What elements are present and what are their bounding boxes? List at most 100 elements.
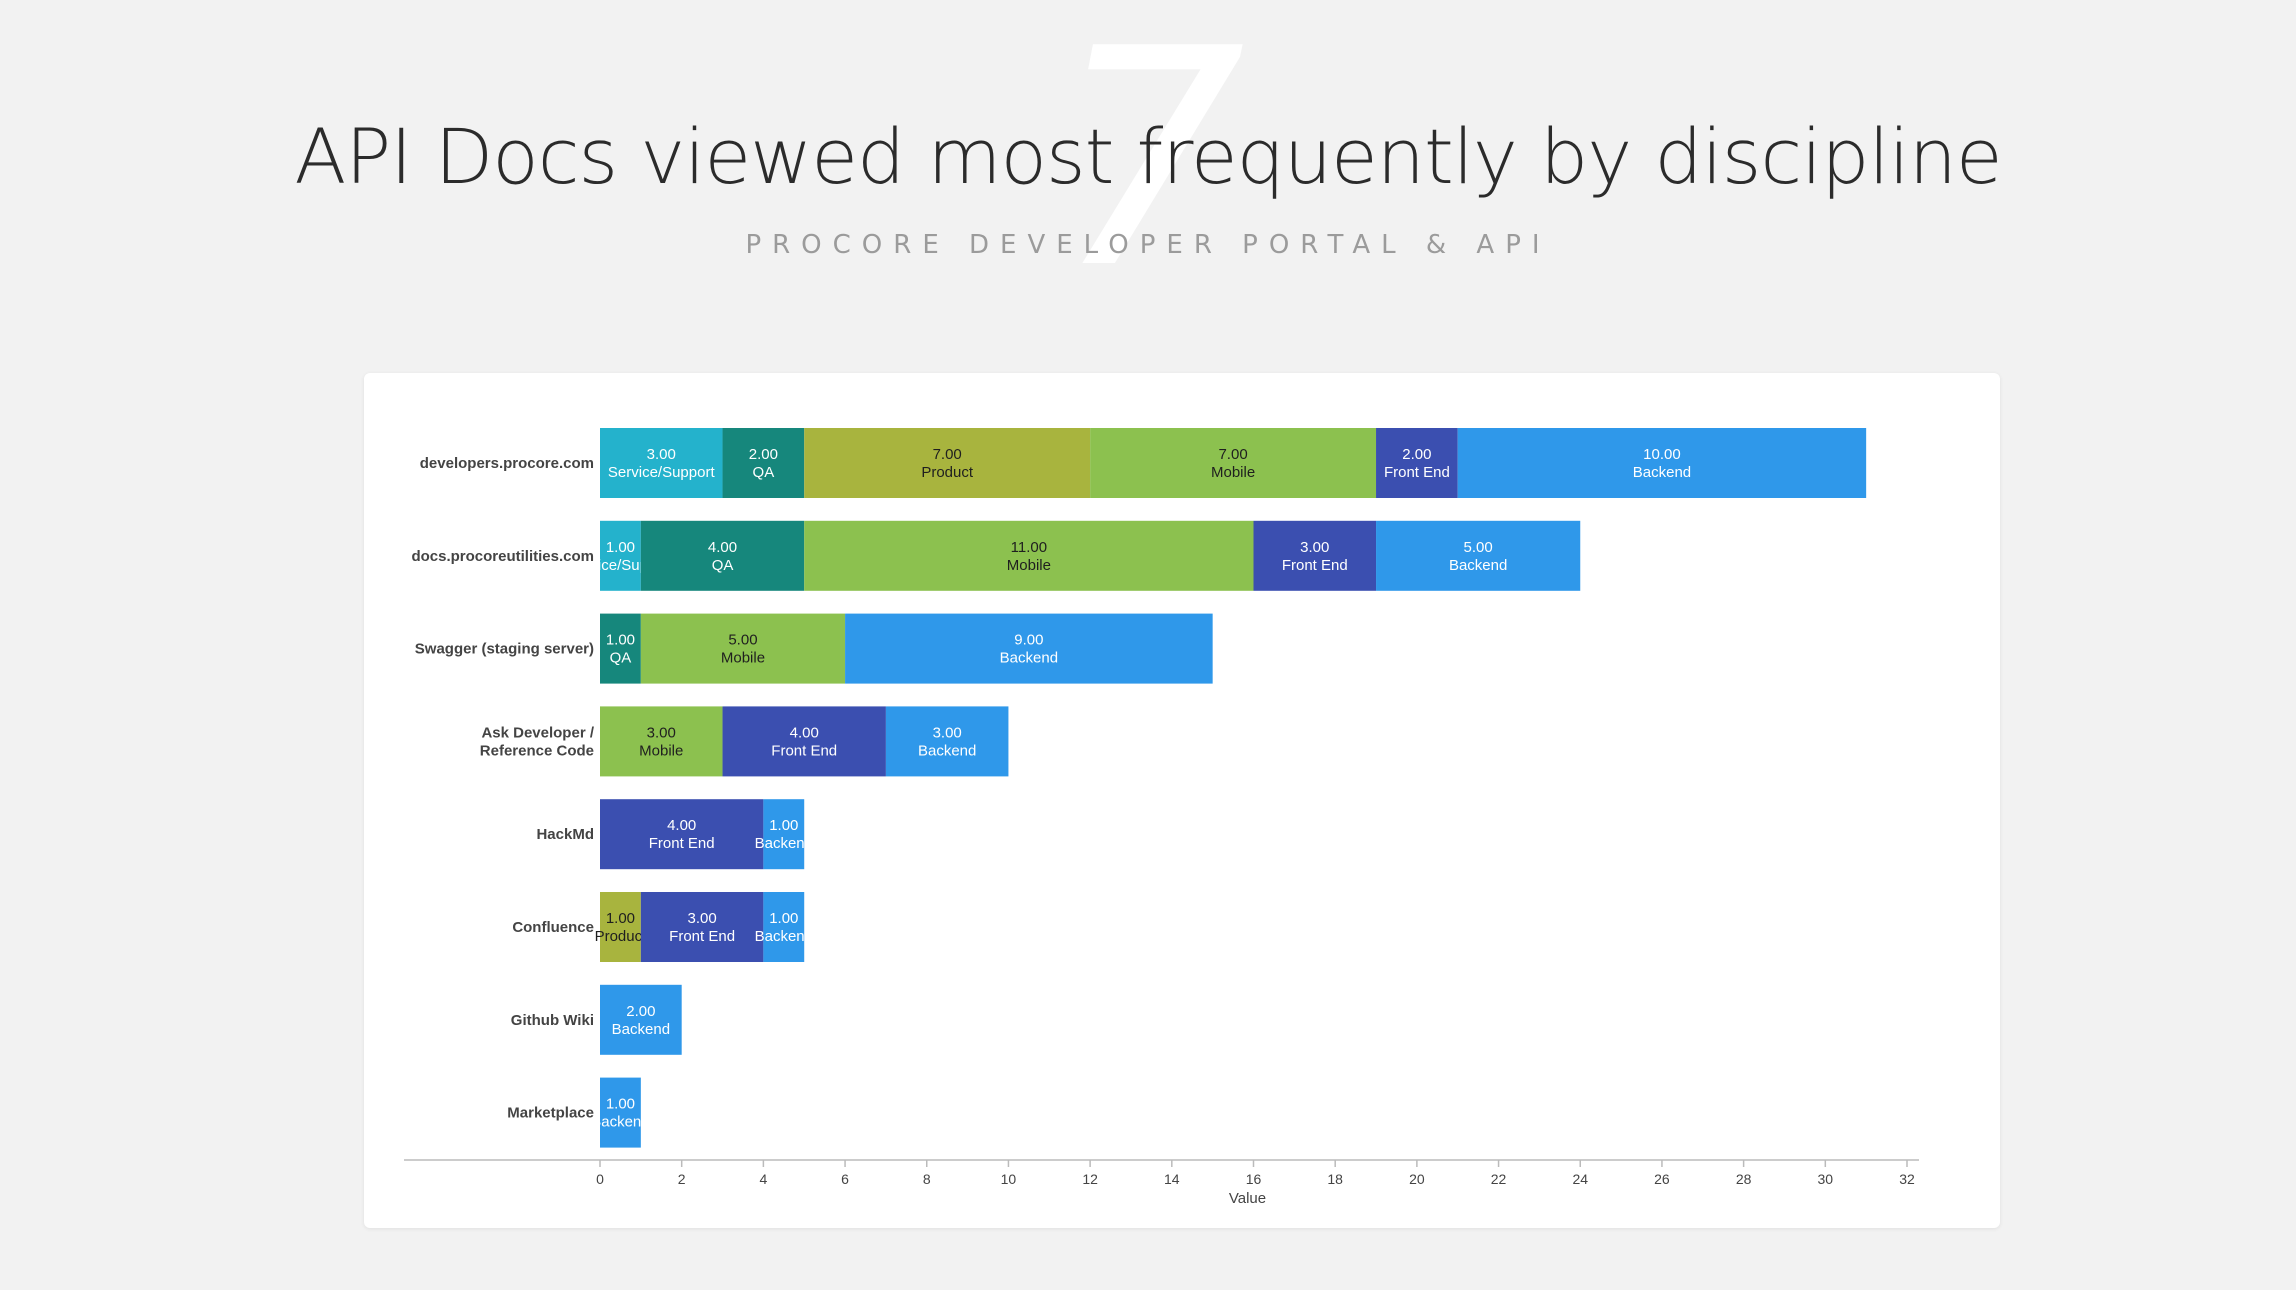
x-tick-label: 4 (759, 1171, 767, 1187)
data-label-series: Front End (1384, 464, 1450, 481)
bar-segment[interactable] (640, 520, 805, 591)
x-tick-label: 10 (1001, 1171, 1017, 1187)
bar-segment[interactable] (600, 1077, 641, 1148)
bar-segment[interactable] (885, 706, 1009, 777)
page-subtitle: PROCORE DEVELOPER PORTAL & API (745, 230, 1551, 260)
stacked-bar-chart: 3.00Service/Support2.00QA7.00Product7.00… (404, 428, 1919, 1207)
bars-layer: 3.00Service/Support2.00QA7.00Product7.00… (567, 428, 1867, 1148)
x-tick-label: 0 (596, 1171, 604, 1187)
data-label-value: 3.00 (688, 910, 717, 927)
category-label: Confluence (512, 919, 594, 936)
data-label-value: 4.00 (667, 817, 696, 834)
data-label-series: Backend (612, 1021, 670, 1038)
data-label-series: Mobile (1007, 557, 1051, 574)
data-label-series: Backend (918, 742, 976, 759)
bar-segment[interactable] (763, 892, 805, 962)
bar-segment[interactable] (722, 706, 886, 777)
bar-segment[interactable] (804, 520, 1254, 591)
bar-segment[interactable] (600, 706, 723, 777)
data-label-series: Backend (1633, 464, 1691, 481)
data-label-series: Backend (1000, 650, 1058, 667)
data-label-series: Backend (1449, 557, 1507, 574)
data-label-series: Front End (669, 928, 735, 945)
x-tick-label: 26 (1654, 1171, 1670, 1187)
bar-segment[interactable] (763, 799, 805, 870)
category-label: docs.procoreutilities.com (411, 548, 594, 565)
data-label-value: 9.00 (1014, 632, 1043, 649)
data-label-value: 3.00 (647, 446, 676, 463)
category-label: HackMd (536, 826, 594, 843)
data-label-value: 3.00 (647, 724, 676, 741)
category-label: Marketplace (507, 1105, 594, 1122)
bar-segment[interactable] (600, 799, 764, 870)
data-label-series: Backend (755, 928, 813, 945)
bar-segment[interactable] (1457, 428, 1867, 498)
data-label-series: Service/Support (608, 464, 716, 481)
data-label-value: 2.00 (1402, 446, 1431, 463)
data-label-series: Front End (1282, 557, 1348, 574)
data-label-series: Mobile (1211, 464, 1255, 481)
data-label-value: 3.00 (1300, 539, 1329, 556)
bar-segment[interactable] (600, 428, 723, 498)
data-label-value: 10.00 (1643, 446, 1681, 463)
bar-segment[interactable] (640, 892, 764, 962)
bar-segment[interactable] (600, 613, 641, 684)
x-tick-label: 12 (1082, 1171, 1098, 1187)
category-label: Swagger (staging server) (415, 641, 594, 658)
data-label-series: QA (753, 464, 775, 481)
bar-segment[interactable] (640, 613, 846, 684)
data-label-value: 7.00 (1218, 446, 1247, 463)
page-title: API Docs viewed most frequently by disci… (294, 112, 2002, 201)
data-label-value: 1.00 (606, 1096, 635, 1113)
category-label: Ask Developer / Reference Code (480, 724, 595, 759)
x-axis-title: Value (1229, 1190, 1266, 1207)
bar-segment[interactable] (845, 613, 1213, 684)
bar-segment[interactable] (804, 428, 1091, 498)
bar-segment[interactable] (600, 984, 682, 1055)
x-tick-label: 30 (1818, 1171, 1834, 1187)
x-tick-label: 2 (678, 1171, 686, 1187)
data-label-value: 2.00 (626, 1003, 655, 1020)
data-label-value: 2.00 (749, 446, 778, 463)
data-label-value: 11.00 (1011, 539, 1047, 556)
data-label-series: Front End (649, 835, 715, 852)
data-label-value: 4.00 (790, 724, 819, 741)
bar-segment[interactable] (1376, 520, 1581, 591)
x-tick-label: 28 (1736, 1171, 1752, 1187)
slide-number: 7 (1054, 0, 1246, 334)
data-label-value: 3.00 (933, 724, 962, 741)
x-tick-label: 16 (1246, 1171, 1262, 1187)
x-tick-label: 14 (1164, 1171, 1180, 1187)
bar-segment[interactable] (1090, 428, 1377, 498)
bar-segment[interactable] (600, 892, 641, 962)
data-label-value: 1.00 (606, 539, 635, 556)
x-tick-label: 32 (1899, 1171, 1915, 1187)
bar-segment[interactable] (722, 428, 805, 498)
data-label-value: 5.00 (1464, 539, 1493, 556)
category-labels: developers.procore.com docs.procoreutilit… (411, 455, 594, 1122)
category-label: Github Wiki (511, 1012, 594, 1029)
data-label-series: Product (921, 464, 974, 481)
data-label-series: QA (610, 650, 632, 667)
data-label-series: Product (595, 928, 648, 945)
data-label-series: Mobile (721, 650, 765, 667)
bar-segment[interactable] (600, 520, 641, 591)
data-label-series: Backend (591, 1114, 649, 1131)
x-tick-label: 20 (1409, 1171, 1425, 1187)
bar-segment[interactable] (1376, 428, 1458, 498)
data-label-value: 7.00 (933, 446, 962, 463)
x-tick-label: 18 (1327, 1171, 1343, 1187)
data-label-series: Front End (771, 742, 837, 759)
data-label-value: 4.00 (708, 539, 737, 556)
data-label-value: 1.00 (769, 817, 798, 834)
x-tick-label: 6 (841, 1171, 849, 1187)
category-label: developers.procore.com (420, 455, 594, 472)
data-label-series: Backend (755, 835, 813, 852)
x-tick-label: 24 (1572, 1171, 1588, 1187)
data-label-value: 1.00 (769, 910, 798, 927)
data-label-value: 5.00 (728, 632, 757, 649)
x-tick-label: 22 (1491, 1171, 1507, 1187)
bar-segment[interactable] (1253, 520, 1377, 591)
chart-card: 3.00 Service/Support 2.00 QA 7.00 Product 7.00… (364, 373, 2000, 1228)
